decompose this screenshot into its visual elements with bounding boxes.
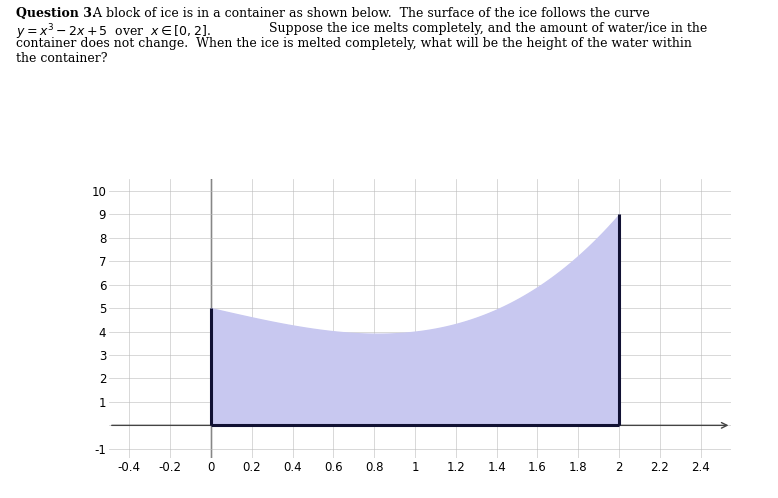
Text: Question 3.: Question 3.: [16, 7, 96, 20]
Text: $y = x^3 - 2x + 5$  over  $x \in [0, 2]$.: $y = x^3 - 2x + 5$ over $x \in [0, 2]$.: [16, 22, 210, 42]
Text: Suppose the ice melts completely, and the amount of water/ice in the: Suppose the ice melts completely, and th…: [261, 22, 707, 35]
Text: the container?: the container?: [16, 52, 107, 65]
Text: container does not change.  When the ice is melted completely, what will be the : container does not change. When the ice …: [16, 37, 692, 50]
Text: A block of ice is in a container as shown below.  The surface of the ice follows: A block of ice is in a container as show…: [89, 7, 650, 20]
